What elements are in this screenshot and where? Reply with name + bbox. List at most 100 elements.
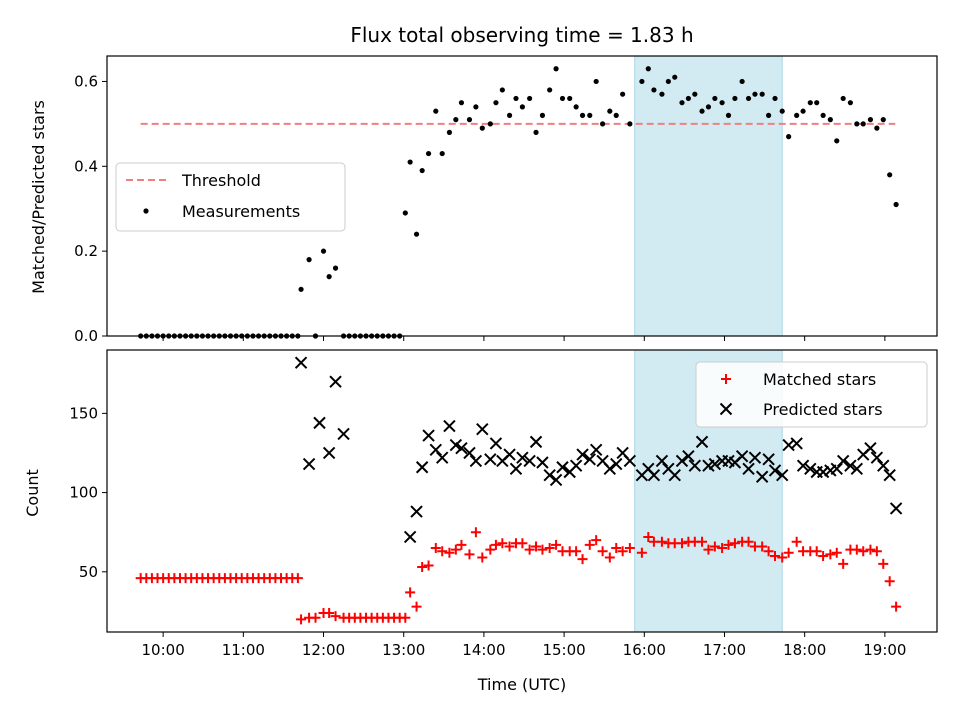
matched-stars-point bbox=[818, 550, 829, 561]
predicted-stars-point bbox=[804, 462, 817, 476]
predicted-stars-point bbox=[449, 438, 463, 452]
measurements-point bbox=[807, 100, 813, 106]
matched-stars-point bbox=[531, 541, 542, 552]
measurements-point bbox=[712, 95, 718, 102]
top-y-tick-label: 0.4 bbox=[74, 157, 98, 175]
measurements-point bbox=[332, 265, 339, 271]
predicted-stars-point bbox=[668, 468, 681, 482]
measurements-point bbox=[880, 117, 886, 123]
bottom-axes-frame bbox=[106, 349, 938, 633]
measurements-point bbox=[659, 91, 665, 97]
matched-stars-point bbox=[891, 601, 902, 612]
measurements-point bbox=[739, 78, 745, 85]
matched-stars-point bbox=[584, 539, 595, 550]
predicted-stars-point bbox=[883, 468, 896, 482]
measurements-point bbox=[719, 100, 725, 106]
predicted-stars-point bbox=[294, 356, 308, 369]
predicted-stars-point bbox=[776, 468, 789, 482]
matched-stars-point bbox=[485, 544, 496, 555]
matched-stars-point bbox=[464, 549, 475, 560]
matched-stars-point bbox=[310, 612, 321, 623]
bottom-y-tick-label: 150 bbox=[69, 404, 98, 422]
measurements-point bbox=[458, 100, 465, 106]
matched-stars-point bbox=[858, 546, 869, 557]
measurements-point bbox=[759, 91, 765, 97]
measurements-point bbox=[847, 100, 853, 106]
predicted-stars-point bbox=[436, 451, 449, 464]
measurements-point bbox=[425, 150, 432, 157]
measurements-point bbox=[725, 112, 732, 118]
matched-stars-point bbox=[831, 547, 842, 558]
measurements-point bbox=[645, 66, 651, 72]
top-y-tick-label: 0.2 bbox=[74, 242, 98, 260]
measurements-point bbox=[834, 138, 840, 144]
matched-stars-point bbox=[757, 541, 768, 552]
predicted-stars-point bbox=[583, 453, 596, 466]
measurements-point bbox=[679, 100, 685, 106]
top-y-axis-label: Matched/Predicted stars bbox=[29, 100, 48, 294]
predicted-stars-point bbox=[603, 462, 617, 476]
matched-stars-point bbox=[791, 536, 802, 547]
matched-stars-point bbox=[330, 611, 341, 622]
measurements-point bbox=[613, 112, 619, 118]
predicted-stars-point bbox=[790, 437, 803, 450]
matched-stars-point bbox=[676, 538, 687, 549]
matched-stars-point bbox=[617, 546, 628, 557]
matched-stars-point bbox=[763, 546, 774, 557]
predicted-stars-point bbox=[322, 446, 336, 460]
bottom-y-tick-label: 50 bbox=[79, 563, 98, 581]
x-tick-label: 11:00 bbox=[222, 641, 265, 659]
measurements-point bbox=[800, 108, 806, 114]
predicted-stars-point bbox=[463, 446, 476, 460]
predicted-stars-point bbox=[675, 454, 689, 468]
legend-threshold-label: Threshold bbox=[181, 171, 261, 190]
matched-stars-point bbox=[544, 543, 555, 554]
predicted-stars-point bbox=[708, 457, 722, 471]
matched-stars-point bbox=[611, 543, 622, 554]
measurements-point bbox=[732, 95, 738, 102]
matched-stars-point bbox=[878, 558, 889, 569]
predicted-stars-point bbox=[610, 457, 623, 471]
matched-stars-point bbox=[597, 546, 608, 557]
matched-stars-point bbox=[423, 560, 434, 571]
measurements-point bbox=[794, 112, 800, 118]
predicted-stars-point bbox=[762, 453, 775, 466]
matched-stars-point bbox=[871, 546, 882, 557]
measurements-point bbox=[665, 78, 671, 85]
matched-stars-point bbox=[524, 544, 535, 555]
legend-predicted-swatch bbox=[719, 402, 733, 416]
predicted-stars-point bbox=[503, 448, 516, 461]
legend-measurements-swatch bbox=[143, 208, 149, 214]
measurements-point bbox=[639, 78, 645, 85]
predicted-stars-point bbox=[536, 456, 549, 469]
matched-stars-point bbox=[777, 552, 788, 563]
chart-title: Flux total observing time = 1.83 h bbox=[350, 23, 693, 47]
predicted-stars-point bbox=[337, 427, 350, 441]
x-axis-label: Time (UTC) bbox=[477, 675, 566, 694]
predicted-stars-point bbox=[529, 435, 543, 449]
measurements-point bbox=[705, 104, 712, 110]
measurements-point bbox=[820, 112, 826, 118]
top-panel: Flux total observing time = 1.83 h Match… bbox=[29, 23, 938, 345]
x-tick-label: 19:00 bbox=[863, 641, 906, 659]
predicted-stars-point bbox=[443, 419, 456, 433]
matched-stars-point bbox=[292, 573, 303, 584]
matched-stars-point bbox=[444, 547, 455, 558]
predicted-stars-point bbox=[748, 451, 762, 464]
matched-stars-point bbox=[470, 527, 481, 538]
measurements-point bbox=[433, 108, 439, 114]
measurements-point bbox=[533, 129, 539, 135]
matched-stars-point bbox=[517, 538, 528, 549]
x-tick-label: 16:00 bbox=[623, 641, 666, 659]
predicted-stars-point bbox=[523, 454, 536, 468]
x-tick-label: 18:00 bbox=[783, 641, 826, 659]
matched-stars-point bbox=[729, 538, 740, 549]
predicted-stars-point bbox=[455, 442, 468, 455]
measurements-point bbox=[298, 286, 304, 292]
top-axes-frame bbox=[106, 55, 938, 337]
predicted-stars-point bbox=[329, 375, 342, 388]
predicted-stars-point bbox=[484, 453, 497, 466]
x-tick-label: 17:00 bbox=[703, 641, 746, 659]
measurements-point bbox=[446, 129, 453, 135]
